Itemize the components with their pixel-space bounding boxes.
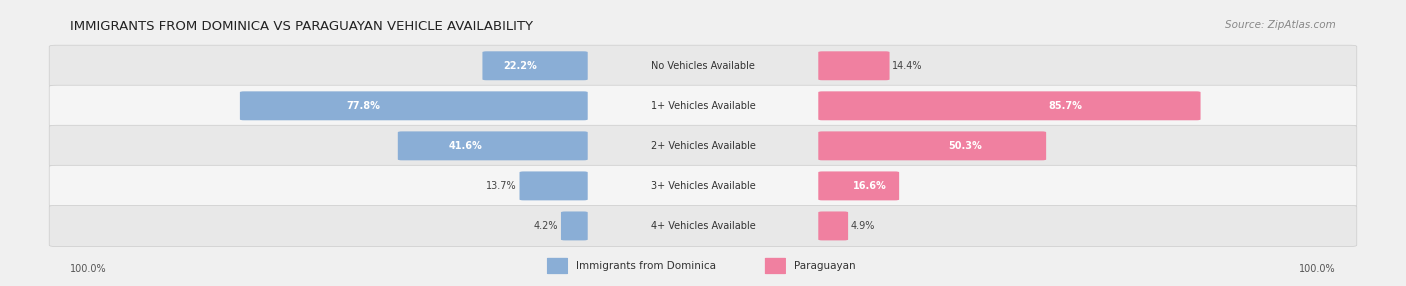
Text: 4+ Vehicles Available: 4+ Vehicles Available	[651, 221, 755, 231]
Text: 50.3%: 50.3%	[948, 141, 981, 151]
Text: 100.0%: 100.0%	[1299, 264, 1336, 274]
Text: Immigrants from Dominica: Immigrants from Dominica	[576, 261, 717, 271]
Text: No Vehicles Available: No Vehicles Available	[651, 61, 755, 71]
Text: IMMIGRANTS FROM DOMINICA VS PARAGUAYAN VEHICLE AVAILABILITY: IMMIGRANTS FROM DOMINICA VS PARAGUAYAN V…	[70, 20, 533, 33]
Text: 3+ Vehicles Available: 3+ Vehicles Available	[651, 181, 755, 191]
Text: 13.7%: 13.7%	[486, 181, 516, 191]
Text: 2+ Vehicles Available: 2+ Vehicles Available	[651, 141, 755, 151]
Text: Source: ZipAtlas.com: Source: ZipAtlas.com	[1225, 20, 1336, 30]
Text: 1+ Vehicles Available: 1+ Vehicles Available	[651, 101, 755, 111]
Text: 100.0%: 100.0%	[70, 264, 107, 274]
Text: 77.8%: 77.8%	[346, 101, 380, 111]
Text: Paraguayan: Paraguayan	[794, 261, 856, 271]
Text: 41.6%: 41.6%	[449, 141, 482, 151]
Text: 85.7%: 85.7%	[1049, 101, 1083, 111]
Text: 14.4%: 14.4%	[893, 61, 922, 71]
Text: 22.2%: 22.2%	[503, 61, 537, 71]
Text: 4.2%: 4.2%	[534, 221, 558, 231]
Text: 16.6%: 16.6%	[852, 181, 886, 191]
Text: 4.9%: 4.9%	[851, 221, 876, 231]
